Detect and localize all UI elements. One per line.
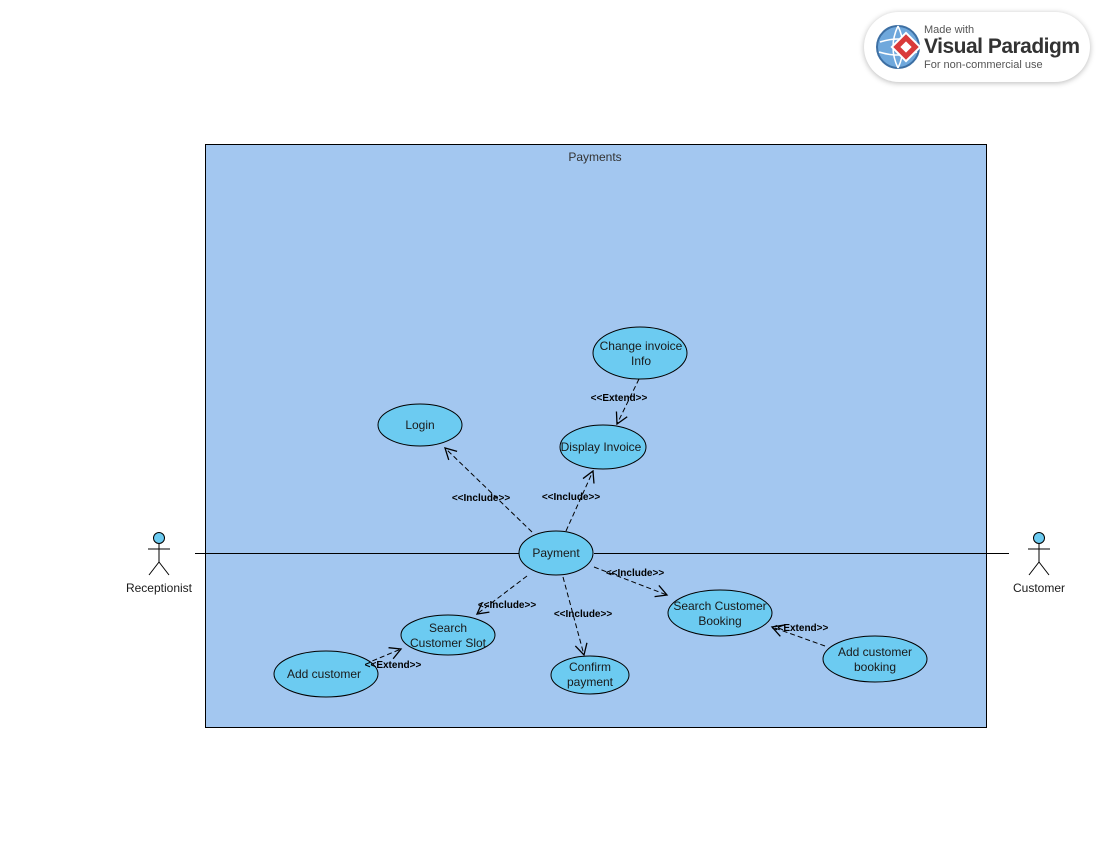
system-title: Payments [568, 150, 621, 164]
actor-customer[interactable]: Customer [1013, 532, 1065, 596]
svg-text:Display Invoice: Display Invoice [561, 440, 642, 454]
extend-add-customer-arrow [364, 647, 403, 665]
use-case-confirm-payment[interactable]: Confirm payment [550, 655, 630, 695]
svg-text:payment: payment [567, 675, 614, 689]
svg-text:booking: booking [854, 660, 896, 674]
svg-text:Confirm: Confirm [569, 660, 611, 674]
include-login-label: <<Include>> [452, 493, 511, 504]
svg-text:Search: Search [429, 621, 467, 635]
use-case-search-customer-slot[interactable]: Search Customer Slot [400, 614, 496, 656]
extend-change-invoice-label: <<Extend>> [591, 393, 648, 404]
include-confirm-payment-label: <<Include>> [554, 609, 613, 620]
visual-paradigm-watermark: Made with Visual Paradigm For non-commer… [864, 12, 1090, 82]
watermark-note: For non-commercial use [924, 59, 1043, 71]
use-case-add-customer[interactable]: Add customer [273, 650, 379, 698]
use-case-display-invoice[interactable]: Display Invoice [559, 424, 647, 470]
include-search-slot-label: <<Include>> [478, 600, 537, 611]
svg-text:Customer Slot: Customer Slot [410, 636, 487, 650]
use-case-login[interactable]: Login [377, 403, 463, 447]
svg-text:Customer: Customer [1013, 581, 1065, 595]
extend-change-invoice-arrow [615, 378, 640, 426]
svg-text:Receptionist: Receptionist [126, 581, 193, 595]
include-confirm-payment-arrow [562, 576, 588, 657]
svg-text:Login: Login [405, 418, 434, 432]
extend-add-customer-label: <<Extend>> [365, 660, 422, 671]
use-case-add-customer-booking[interactable]: Add customer booking [822, 635, 928, 683]
svg-text:Payment: Payment [532, 546, 580, 560]
svg-text:Booking: Booking [698, 614, 741, 628]
use-case-change-invoice-info[interactable]: Change invoice Info [592, 326, 688, 380]
actor-receptionist[interactable]: Receptionist [126, 532, 193, 596]
include-display-invoice-label: <<Include>> [542, 492, 601, 503]
use-case-search-customer-booking[interactable]: Search Customer Booking [667, 589, 773, 637]
include-display-invoice-arrow [565, 469, 595, 532]
visual-paradigm-logo-icon [876, 25, 922, 69]
svg-text:Search Customer: Search Customer [673, 599, 766, 613]
svg-text:Change invoice: Change invoice [600, 339, 683, 353]
extend-add-booking-label: <<Extend>> [772, 623, 829, 634]
include-search-slot-arrow [475, 575, 528, 615]
svg-text:Info: Info [631, 354, 651, 368]
svg-text:Add customer: Add customer [287, 667, 361, 681]
watermark-brand: Visual Paradigm [924, 35, 1080, 58]
include-search-booking-label: <<Include>> [606, 568, 665, 579]
include-login-arrow [444, 447, 533, 533]
include-search-booking-arrow [593, 566, 669, 598]
watermark-made-with: Made with [924, 24, 975, 36]
svg-text:Add customer: Add customer [838, 645, 912, 659]
extend-add-booking-arrow [770, 624, 826, 647]
use-case-payment[interactable]: Payment [518, 530, 594, 576]
